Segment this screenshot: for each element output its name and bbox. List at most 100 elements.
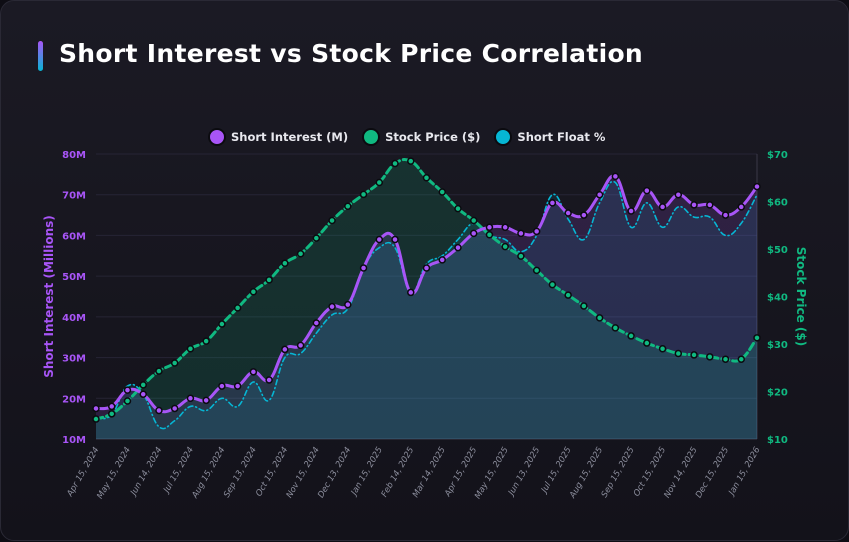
y-right-tick-label: $70 (767, 150, 788, 161)
x-tick-label: Apr 15, 2024 (65, 446, 102, 500)
stock-price-point (517, 252, 525, 260)
stock-price-point (139, 381, 147, 389)
y-left-tick-label: 80M (62, 150, 86, 161)
x-tick-label: Sep 13, 2024 (222, 446, 259, 500)
y-right-tick-label: $40 (767, 293, 788, 304)
short-interest-point (92, 404, 100, 413)
short-interest-point (580, 211, 588, 219)
stock-price-point (344, 202, 352, 210)
legend-item-short-interest[interactable]: Short Interest (M) (208, 128, 348, 146)
short-interest-point (202, 396, 210, 405)
stock-price-point (469, 216, 478, 225)
y-left-tick-label: 70M (62, 191, 86, 202)
y-left-tick-label: 60M (62, 231, 86, 242)
short-interest-point (281, 345, 289, 354)
stock-price-point (92, 415, 100, 423)
short-interest-point (627, 207, 635, 215)
x-tick-label: Sep 15, 2025 (600, 446, 637, 500)
stock-price-point (407, 157, 415, 165)
stock-price-area (96, 159, 757, 439)
stock-price-point (107, 410, 116, 418)
legend-item-stock-price[interactable]: Stock Price ($) (362, 128, 480, 146)
short-interest-point (690, 201, 698, 209)
short-interest-point (107, 402, 116, 411)
stock-price-point (454, 204, 462, 213)
short-interest-point (391, 235, 399, 244)
short-interest-point (611, 172, 620, 181)
y-right-tick-label: $20 (767, 388, 788, 399)
stock-price-point (422, 174, 431, 182)
short-float-area (96, 181, 757, 439)
legend-dot-icon (208, 128, 226, 146)
title-accent-bar (38, 41, 43, 71)
y-left-tick-label: 20M (62, 394, 86, 405)
stock-price-point (312, 234, 321, 242)
short-interest-point (658, 203, 667, 211)
stock-price-point (501, 242, 509, 251)
stock-price-point (375, 178, 384, 187)
y-left-tick-label: 40M (62, 313, 86, 324)
y-left-tick-label: 30M (62, 354, 86, 365)
legend-dot-icon (494, 128, 513, 146)
short-interest-point (312, 319, 321, 327)
short-interest-point (422, 264, 431, 272)
x-tick-label: Nov 14, 2025 (662, 446, 699, 500)
stock-price-point (123, 397, 132, 405)
stock-price-point (281, 259, 289, 267)
x-tick-label: Apr 15, 2025 (443, 446, 480, 500)
short-interest-point (155, 406, 163, 415)
stock-price-point (170, 359, 179, 367)
stock-price-point (296, 250, 305, 258)
y-left-tick-label: 10M (62, 435, 86, 446)
stock-price-point (186, 345, 195, 353)
y-right-tick-label: $50 (767, 245, 788, 256)
stock-price-point (706, 353, 714, 361)
short-interest-point (469, 229, 478, 238)
short-interest-point (186, 394, 195, 403)
stock-price-point (485, 231, 494, 239)
y-right-tick-label: $10 (767, 435, 788, 446)
short-interest-point (548, 199, 557, 207)
short-interest-point (454, 243, 462, 252)
short-interest-area (96, 175, 757, 439)
stock-price-point (674, 349, 683, 358)
stock-price-point (155, 367, 163, 375)
stock-price-point (249, 288, 258, 296)
short-interest-point (265, 376, 273, 384)
stock-price-point (548, 280, 557, 289)
short-interest-point (438, 256, 446, 264)
stock-price-point (737, 355, 746, 363)
legend: Short Interest (M) Stock Price ($) Short… (208, 128, 605, 146)
x-tick-label: Jul 15, 2025 (539, 446, 574, 497)
short-interest-point (595, 190, 604, 199)
short-interest-point (485, 223, 494, 232)
short-interest-point (359, 264, 368, 272)
short-interest-point (123, 386, 132, 394)
stock-price-point (218, 320, 226, 328)
short-interest-point (501, 223, 509, 232)
stock-price-point (391, 159, 399, 168)
legend-item-short-float[interactable]: Short Float % (494, 128, 605, 146)
x-tick-label: Feb 14, 2025 (380, 446, 417, 500)
legend-label: Short Interest (M) (231, 130, 349, 144)
short-interest-point (706, 201, 714, 209)
legend-label: Short Float % (517, 130, 606, 144)
short-interest-point (344, 300, 352, 309)
short-interest-point (674, 190, 683, 199)
short-interest-point (407, 288, 415, 297)
stock-price-point (265, 276, 273, 284)
short-interest-point (233, 382, 242, 390)
short-interest-point (564, 209, 572, 217)
legend-dot-icon (362, 128, 381, 146)
stock-price-point (611, 324, 620, 332)
stock-price-point (595, 314, 604, 322)
stock-price-point (643, 339, 651, 347)
stock-price-point (658, 345, 667, 353)
short-float-line (95, 180, 758, 430)
short-interest-point (737, 203, 746, 211)
x-tick-label: May 15, 2024 (95, 446, 133, 501)
x-tick-label: May 15, 2025 (473, 446, 511, 501)
short-interest-point (753, 182, 761, 191)
